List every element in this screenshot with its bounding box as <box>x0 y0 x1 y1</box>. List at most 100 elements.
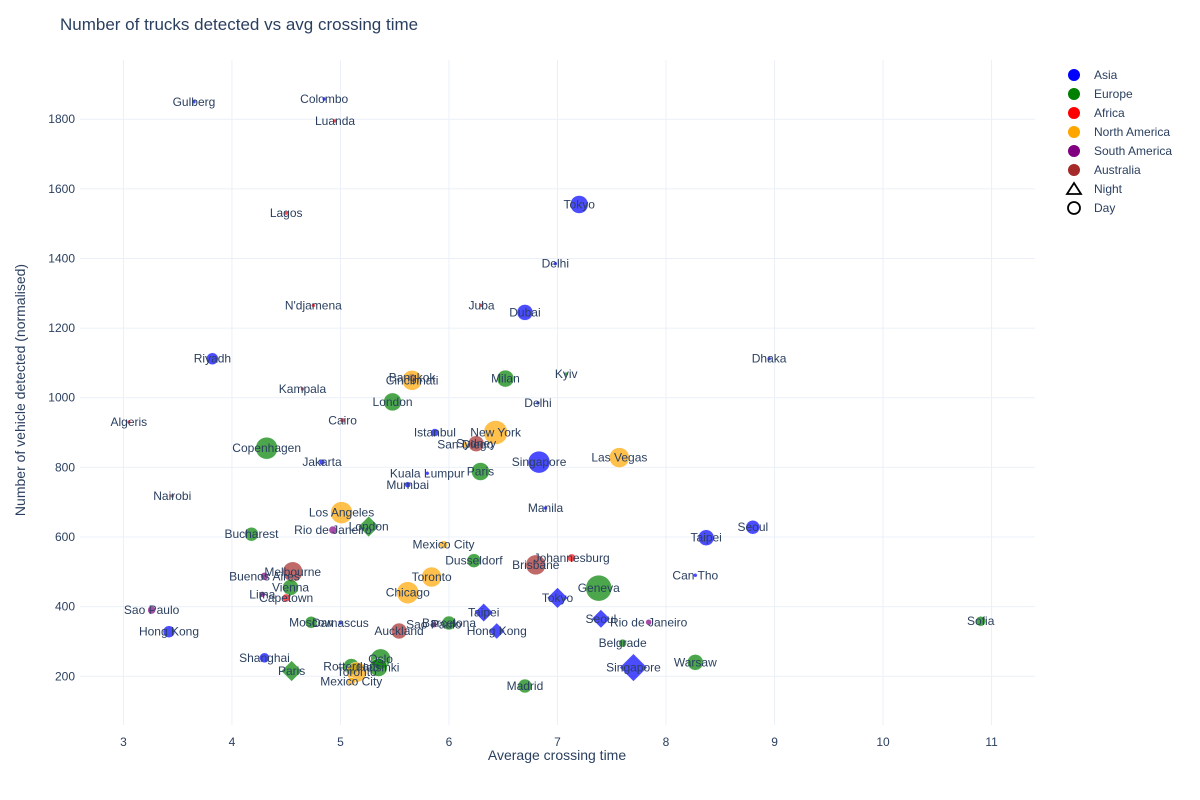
data-point-day <box>567 553 576 563</box>
point-label: Sao Paulo <box>406 618 462 632</box>
data-point-day <box>479 303 484 308</box>
point-label: Rio de Janeiro <box>610 615 688 629</box>
point-label: Sydney <box>456 437 496 451</box>
data-point-day <box>126 419 132 425</box>
x-tick-label: 5 <box>337 735 344 749</box>
point-label: Algeris <box>110 415 147 429</box>
legend-entry: South America <box>1094 144 1172 158</box>
point-label: Tokyo <box>564 197 596 211</box>
data-point-day <box>618 638 627 648</box>
point-label: Singapore <box>606 661 661 675</box>
data-point-day <box>553 261 558 266</box>
data-point-day <box>693 573 698 578</box>
y-tick-label: 400 <box>55 600 75 614</box>
point-label: Dusseldorf <box>445 554 503 568</box>
point-label: Taipei <box>690 531 721 545</box>
point-label: Kampala <box>279 382 327 396</box>
y-axis-ticks: 200 400 600 800 1000 1200 1400 1600 1800 <box>48 112 75 683</box>
point-label: Istanbul <box>414 426 456 440</box>
legend: Asia Europe Africa North America South Ameri… <box>1065 68 1172 215</box>
point-label: Moscow <box>289 615 333 629</box>
legend-swatch <box>1068 164 1080 176</box>
legend-swatch <box>1068 69 1080 81</box>
data-point-day <box>404 481 411 489</box>
data-point-day <box>255 436 278 460</box>
data-point-day <box>162 625 176 638</box>
point-label: Delhi <box>542 257 569 271</box>
data-point-day <box>483 420 508 445</box>
data-point-day <box>745 519 761 535</box>
point-label: Dubai <box>509 305 540 319</box>
data-point-night <box>474 602 494 623</box>
point-label: London <box>373 395 413 409</box>
point-label: Luanda <box>315 114 355 128</box>
point-label: Barcelona <box>422 616 476 630</box>
data-point-day <box>697 529 715 546</box>
point-label: London <box>349 520 389 534</box>
data-point-day <box>300 386 305 392</box>
chart-title: Number of trucks detected vs avg crossin… <box>60 15 418 34</box>
x-tick-label: 3 <box>120 735 127 749</box>
data-point-day <box>527 450 551 474</box>
point-label: San Diego <box>437 438 493 452</box>
point-label: New York <box>470 426 522 440</box>
point-label: Bangkok <box>389 371 437 385</box>
point-label: N'djamena <box>285 298 342 312</box>
y-tick-label: 200 <box>55 669 75 683</box>
point-label: Mexico City <box>320 674 382 688</box>
point-label: Riyadh <box>194 352 231 366</box>
point-label: Auckland <box>374 624 423 638</box>
data-point-day <box>516 304 534 321</box>
point-label: Sofia <box>967 614 995 628</box>
data-point-day <box>687 654 704 671</box>
point-label: Singapore <box>512 455 567 469</box>
point-label: Milan <box>491 372 520 386</box>
x-axis-ticks: 3 4 5 6 7 8 9 10 11 <box>120 735 998 749</box>
data-point-day <box>169 493 175 499</box>
data-point-day <box>260 572 269 581</box>
data-point-day <box>206 352 219 365</box>
data-point-day <box>975 615 986 627</box>
data-point-day <box>535 400 541 406</box>
point-label: Hong Kong <box>467 624 527 638</box>
point-label: Melbourne <box>264 565 321 579</box>
y-tick-label: 1200 <box>48 321 75 335</box>
legend-entry: Africa <box>1094 106 1125 120</box>
y-tick-label: 600 <box>55 530 75 544</box>
point-label: Paris <box>278 664 305 678</box>
data-point-day <box>766 356 772 361</box>
point-label: Chicago <box>386 586 430 600</box>
data-point-day <box>390 622 408 640</box>
data-point-day <box>439 540 448 549</box>
point-label: Johannesburg <box>534 551 610 565</box>
data-point-day <box>311 303 316 308</box>
data-point-day <box>259 652 270 664</box>
data-point-day <box>321 96 327 102</box>
point-label: Paris <box>467 465 494 479</box>
point-label: Brisbane <box>512 558 560 572</box>
data-point-day <box>496 369 515 388</box>
point-label: Bucharest <box>224 527 279 541</box>
data-point-day <box>396 581 419 604</box>
point-label: Vienna <box>272 580 309 594</box>
legend-swatch <box>1068 145 1080 157</box>
data-point-day <box>517 678 533 694</box>
data-point-day <box>191 99 197 105</box>
data-point-day <box>401 370 423 391</box>
point-label: Kuala Lumpur <box>390 466 465 480</box>
data-point-day <box>281 593 291 603</box>
point-label: Shanghai <box>239 651 290 665</box>
point-label: Colombo <box>300 92 348 106</box>
y-tick-label: 1600 <box>48 182 75 196</box>
data-point-day <box>563 371 569 377</box>
data-point-day <box>471 462 490 481</box>
point-label: Seoul <box>586 612 617 626</box>
data-point-night <box>357 515 380 538</box>
data-points <box>126 96 986 694</box>
data-point-day <box>383 392 402 412</box>
point-label: Los Angeles <box>309 506 374 520</box>
data-point-day <box>645 619 652 626</box>
point-label: Kyiv <box>555 367 578 381</box>
data-point-day <box>330 501 353 524</box>
